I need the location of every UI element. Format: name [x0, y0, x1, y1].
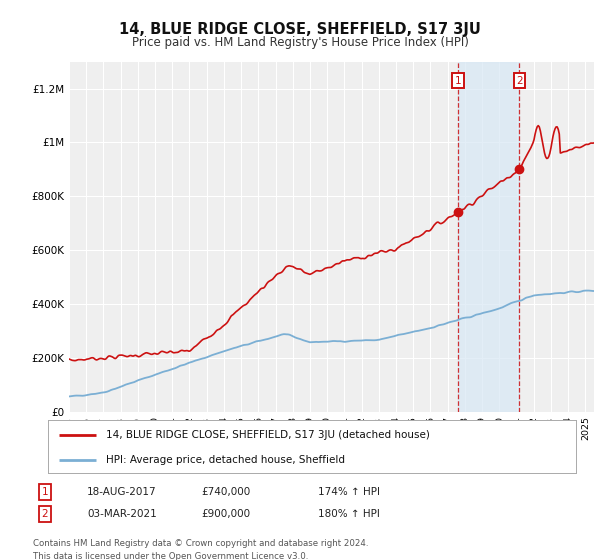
Text: £740,000: £740,000	[201, 487, 250, 497]
Text: 174% ↑ HPI: 174% ↑ HPI	[318, 487, 380, 497]
Text: 2: 2	[516, 76, 523, 86]
Text: Contains HM Land Registry data © Crown copyright and database right 2024.
This d: Contains HM Land Registry data © Crown c…	[33, 539, 368, 560]
Text: £900,000: £900,000	[201, 509, 250, 519]
Text: 18-AUG-2017: 18-AUG-2017	[87, 487, 157, 497]
Text: 14, BLUE RIDGE CLOSE, SHEFFIELD, S17 3JU (detached house): 14, BLUE RIDGE CLOSE, SHEFFIELD, S17 3JU…	[106, 430, 430, 440]
Text: 1: 1	[41, 487, 49, 497]
Text: HPI: Average price, detached house, Sheffield: HPI: Average price, detached house, Shef…	[106, 455, 345, 465]
Text: 2: 2	[41, 509, 49, 519]
Text: 1: 1	[455, 76, 461, 86]
Text: Price paid vs. HM Land Registry's House Price Index (HPI): Price paid vs. HM Land Registry's House …	[131, 36, 469, 49]
Text: 180% ↑ HPI: 180% ↑ HPI	[318, 509, 380, 519]
Text: 03-MAR-2021: 03-MAR-2021	[87, 509, 157, 519]
Text: 14, BLUE RIDGE CLOSE, SHEFFIELD, S17 3JU: 14, BLUE RIDGE CLOSE, SHEFFIELD, S17 3JU	[119, 22, 481, 38]
Bar	[458, 62, 520, 412]
